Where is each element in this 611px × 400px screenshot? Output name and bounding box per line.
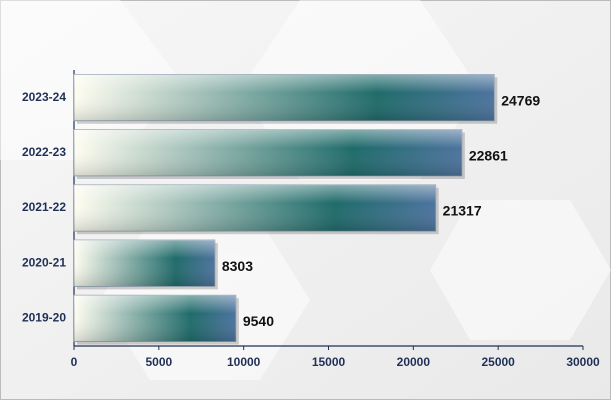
y-tick-label: 2020-21 (22, 255, 66, 269)
y-tick-label: 2023-24 (22, 90, 66, 104)
bar-shine (74, 74, 495, 121)
y-tick-label: 2022-23 (22, 145, 66, 159)
data-label: 22861 (469, 148, 508, 164)
bar-shine (74, 295, 236, 342)
x-tick-label: 15000 (312, 355, 346, 369)
x-tick-label: 10000 (227, 355, 261, 369)
data-label: 9540 (243, 313, 274, 329)
bar-shine (74, 240, 215, 287)
data-label: 21317 (443, 203, 482, 219)
y-tick-label: 2019-20 (22, 311, 66, 325)
data-label: 24769 (501, 92, 540, 108)
data-label: 8303 (222, 258, 253, 274)
x-tick-label: 20000 (397, 355, 431, 369)
y-tick-label: 2021-22 (22, 200, 66, 214)
bar-shine (74, 129, 462, 176)
x-tick-label: 5000 (145, 355, 172, 369)
x-tick-label: 0 (71, 355, 78, 369)
x-tick-label: 25000 (481, 355, 515, 369)
x-tick-label: 30000 (566, 355, 600, 369)
bar-shine (74, 184, 436, 232)
